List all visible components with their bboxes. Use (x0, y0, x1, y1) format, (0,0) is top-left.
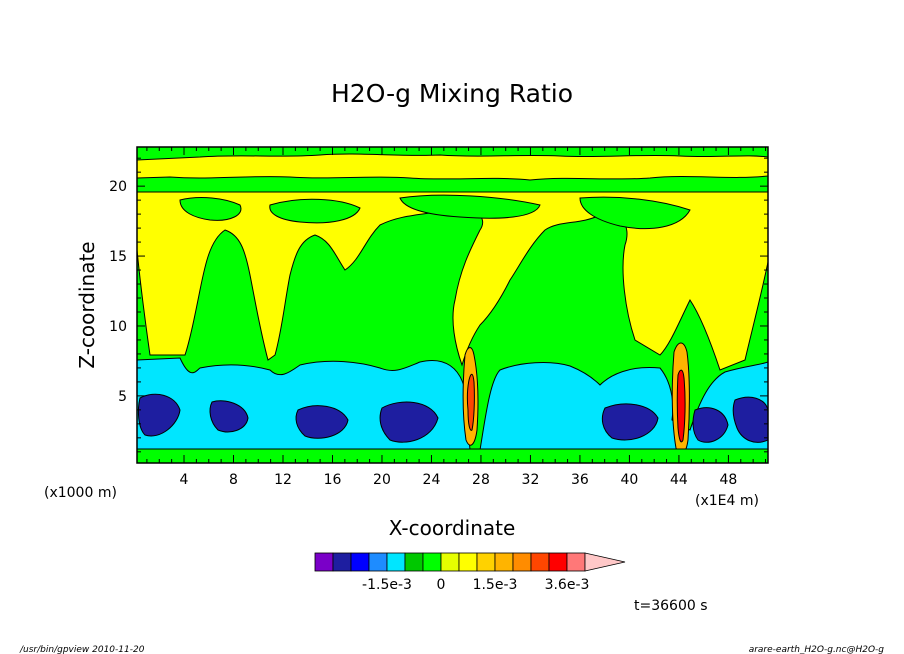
colorbar-arrow (584, 552, 626, 572)
x-tick-label: 16 (324, 472, 342, 488)
x-tick-label: 4 (180, 472, 189, 488)
colorbar-swatch (566, 552, 586, 572)
x-tick-label: 24 (423, 472, 441, 488)
x-tick-label: 28 (472, 472, 490, 488)
contour-upper-band (137, 153, 768, 181)
contour-middle-field (137, 191, 768, 371)
colorbar-swatch (368, 552, 388, 572)
plot-frame (136, 146, 769, 464)
colorbar-label: 0 (437, 577, 446, 593)
chart-title: H2O-g Mixing Ratio (331, 79, 573, 108)
colorbar-swatch (386, 552, 406, 572)
contour-green-pocket-3 (399, 194, 541, 219)
contour-blue-blob-4 (379, 401, 439, 443)
colorbar-swatch (440, 552, 460, 572)
colorbar (314, 552, 626, 572)
contour-blue-blob-1 (137, 393, 181, 437)
colorbar-label: 1.5e-3 (473, 577, 518, 593)
y-tick-label: 15 (109, 249, 127, 265)
contour-green-pocket-2 (269, 198, 361, 224)
contour-blue-blob-6 (692, 407, 729, 443)
colorbar-label: 3.6e-3 (545, 577, 590, 593)
colorbar-swatch (314, 552, 334, 572)
colorbar-swatch (350, 552, 370, 572)
colorbar-swatch (530, 552, 550, 572)
contour-bottom-strip (137, 448, 768, 463)
colorbar-swatch (422, 552, 442, 572)
x-tick-label: 36 (571, 472, 589, 488)
axis-ticks (137, 147, 768, 463)
x-tick-label: 12 (274, 472, 292, 488)
colorbar-swatch (548, 552, 568, 572)
contour-blue-blob-3 (295, 405, 349, 439)
plot-area (137, 147, 768, 463)
colorbar-swatch (404, 552, 424, 572)
contour-green-pocket-1 (179, 197, 242, 221)
y-unit-label: (x1000 m) (44, 485, 117, 501)
x-tick-label: 40 (621, 472, 639, 488)
colorbar-swatch (458, 552, 478, 572)
y-tick-label: 20 (109, 179, 127, 195)
colorbar-swatch (332, 552, 352, 572)
x-tick-label: 32 (522, 472, 540, 488)
x-tick-label: 8 (229, 472, 238, 488)
contour-plume-x44-core (676, 369, 686, 443)
time-label: t=36600 s (634, 598, 708, 614)
x-unit-label: (x1E4 m) (695, 493, 759, 509)
colorbar-swatch (512, 552, 532, 572)
colorbar-label: -1.5e-3 (362, 577, 412, 593)
colorbar-swatch (494, 552, 514, 572)
contour-blue-blob-5 (601, 403, 659, 441)
footer-left: /usr/bin/gpview 2010-11-20 (19, 645, 145, 654)
x-axis-title: X-coordinate (389, 516, 516, 540)
contour-green-pocket-4 (579, 196, 691, 230)
contour-blue-blob-2 (209, 400, 249, 433)
x-tick-label: 48 (719, 472, 737, 488)
contour-blue-blob-7 (732, 396, 768, 443)
y-tick-label: 5 (118, 389, 127, 405)
x-tick-label: 20 (373, 472, 391, 488)
x-tick-label: 44 (670, 472, 688, 488)
y-tick-label: 10 (109, 319, 127, 335)
colorbar-labels: -1.5e-3 0 1.5e-3 3.6e-3 (362, 577, 589, 593)
colorbar-swatch (476, 552, 496, 572)
contour-plume-x27-core (466, 373, 475, 431)
y-axis-title: Z-coordinate (75, 241, 99, 368)
footer-right: arare-earth_H2O-g.nc@H2O-g (749, 645, 885, 654)
